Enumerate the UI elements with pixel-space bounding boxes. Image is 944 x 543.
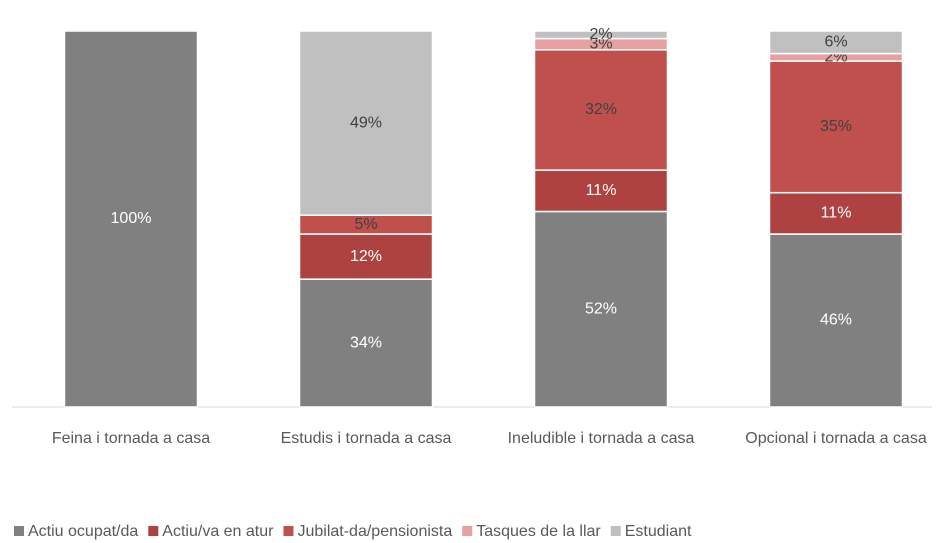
x-tick-label: Estudis i tornada a casa — [281, 430, 452, 447]
bar-segment — [533, 210, 669, 408]
bar-segment — [768, 191, 904, 235]
bar-segment — [533, 49, 669, 171]
bar-segment — [768, 30, 904, 55]
legend-label: Estudiant — [625, 523, 692, 540]
data-label: 6% — [824, 33, 847, 50]
data-label: 2% — [589, 26, 612, 43]
legend-swatch — [148, 526, 159, 536]
legend-swatch — [283, 526, 294, 536]
x-tick-label: Opcional i tornada a casa — [745, 430, 927, 447]
x-tick-label: Feina i tornada a casa — [52, 430, 210, 447]
data-label: 11% — [586, 182, 617, 199]
legend-swatch — [14, 526, 24, 536]
data-label: 5% — [354, 216, 377, 233]
bar-segment — [768, 60, 904, 194]
legend-label: Actiu ocupat/da — [28, 523, 138, 540]
bar-segment — [298, 30, 434, 216]
x-tick-label: Ineludible i tornada a casa — [508, 430, 695, 447]
bar-segment — [63, 30, 199, 408]
legend-label: Jubilat-da/pensionista — [297, 523, 452, 540]
legend-label: Tasques de la llar — [476, 523, 601, 540]
legend-label: Actiu/va en atur — [162, 523, 274, 540]
legend-swatch — [610, 526, 621, 536]
data-label: 52% — [585, 300, 617, 317]
bar-segment — [298, 278, 434, 408]
data-label: 34% — [350, 334, 382, 351]
data-label: 46% — [820, 312, 852, 329]
data-label: 12% — [350, 248, 382, 265]
data-label: 32% — [585, 101, 617, 118]
bar-segment — [768, 233, 904, 408]
data-label: 35% — [820, 118, 852, 135]
data-label: 3% — [589, 35, 612, 52]
bar-segment — [533, 30, 669, 40]
data-label: 11% — [821, 205, 852, 222]
data-label: 100% — [111, 210, 152, 227]
data-label: 49% — [350, 114, 382, 131]
bar-segment — [533, 169, 669, 213]
legend-swatch — [462, 526, 473, 536]
